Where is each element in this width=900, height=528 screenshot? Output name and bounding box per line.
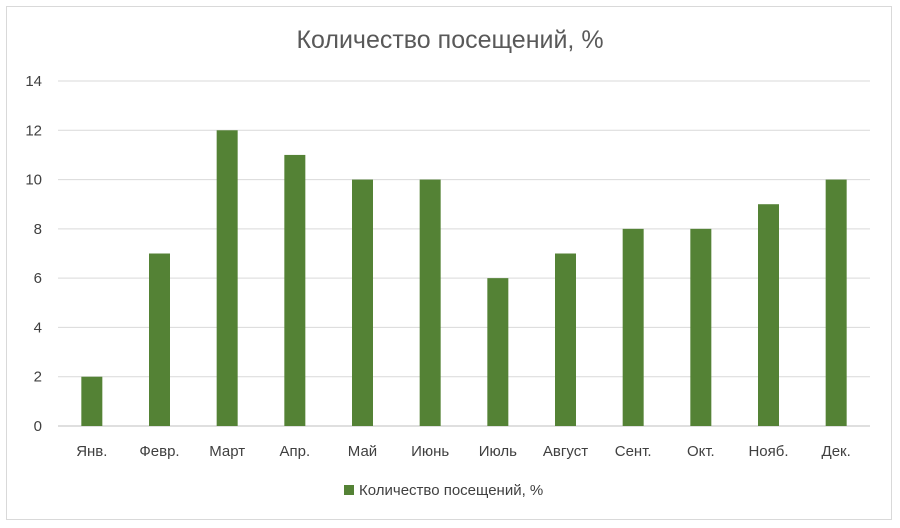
x-axis: Янв. Февр. Март Апр. Май Июнь Июль Август Сент. О… <box>76 443 851 460</box>
y-tick-label: 14 <box>25 73 42 90</box>
y-tick-label: 8 <box>34 221 42 238</box>
x-tick-label: Апр. <box>280 443 311 460</box>
bar <box>622 228 644 426</box>
bar <box>555 253 576 426</box>
x-tick-label: Окт. <box>687 443 715 460</box>
bar <box>419 179 441 426</box>
y-tick-label: 0 <box>34 418 42 435</box>
x-tick-label: Февр. <box>139 443 179 460</box>
bar <box>487 278 509 426</box>
bar <box>216 130 238 427</box>
y-tick-label: 2 <box>34 369 42 386</box>
legend-swatch <box>344 485 354 495</box>
bar <box>825 179 847 426</box>
legend-label: Количество посещений, % <box>359 482 543 499</box>
x-tick-label: Сент. <box>615 443 652 460</box>
x-tick-label: Дек. <box>822 443 851 460</box>
x-tick-label: Март <box>209 443 245 460</box>
gridlines <box>58 80 870 427</box>
bars <box>81 130 847 427</box>
bar <box>284 154 306 426</box>
bar <box>81 376 103 426</box>
x-tick-label: Июль <box>479 443 517 460</box>
x-tick-label: Янв. <box>76 443 107 460</box>
chart-title: Количество посещений, % <box>296 26 603 54</box>
y-tick-label: 6 <box>34 270 42 287</box>
bar <box>758 204 779 426</box>
y-tick-label: 10 <box>25 172 42 189</box>
x-tick-label: Июнь <box>411 443 449 460</box>
x-tick-label: Май <box>348 443 377 460</box>
x-tick-label: Нояб. <box>748 443 788 460</box>
bar <box>690 228 712 426</box>
y-axis: 0 2 4 6 8 10 12 14 <box>25 73 42 435</box>
bar <box>149 253 170 426</box>
y-tick-label: 12 <box>25 122 42 139</box>
bar <box>352 179 373 426</box>
y-tick-label: 4 <box>34 319 42 336</box>
legend: Количество посещений, % <box>344 482 543 499</box>
x-tick-label: Август <box>543 443 588 460</box>
